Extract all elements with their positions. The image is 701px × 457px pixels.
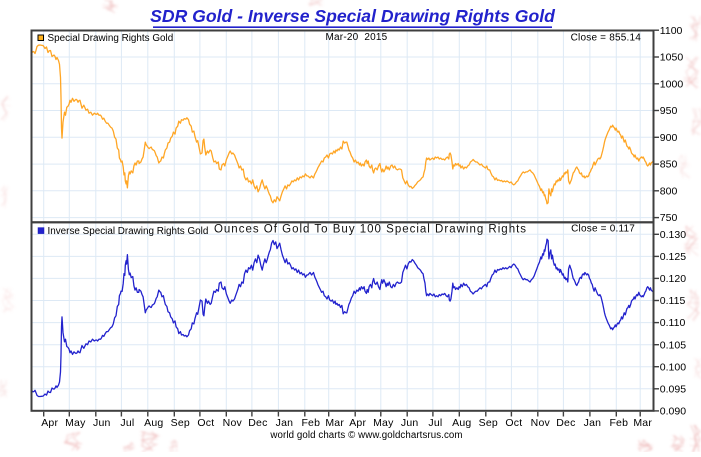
svg-text:Inverse Special Drawing Rights: Inverse Special Drawing Rights Gold <box>48 226 209 237</box>
svg-text:May: May <box>65 417 86 429</box>
svg-text:Jul: Jul <box>428 417 442 429</box>
svg-text:world gold charts © www.goldch: world gold charts © www.goldchartsrus.co… <box>269 430 462 441</box>
svg-text:0.090: 0.090 <box>660 406 686 418</box>
svg-text:1050: 1050 <box>660 52 684 64</box>
svg-text:950: 950 <box>660 105 678 117</box>
svg-text:Dec: Dec <box>248 417 267 429</box>
svg-text:Jul: Jul <box>120 417 134 429</box>
svg-text:1100: 1100 <box>660 25 683 37</box>
svg-text:Jun: Jun <box>401 417 419 429</box>
svg-text:Mar-20 2015: Mar-20 2015 <box>326 32 388 43</box>
svg-text:0.130: 0.130 <box>660 229 686 241</box>
svg-text:900: 900 <box>660 132 678 144</box>
svg-text:Aug: Aug <box>144 417 163 429</box>
svg-text:May: May <box>373 417 394 429</box>
svg-text:0.115: 0.115 <box>660 295 686 307</box>
svg-text:Jan: Jan <box>276 417 294 429</box>
svg-text:Mar: Mar <box>325 417 344 429</box>
svg-text:0.125: 0.125 <box>660 251 686 263</box>
svg-text:SDR Gold - Inverse Special Dra: SDR Gold - Inverse Special Drawing Right… <box>150 6 556 26</box>
svg-text:Nov: Nov <box>531 417 551 429</box>
svg-text:Feb: Feb <box>301 417 320 429</box>
svg-text:0.110: 0.110 <box>660 317 686 329</box>
svg-text:Sep: Sep <box>479 417 498 429</box>
svg-text:Oct: Oct <box>505 417 522 429</box>
svg-text:800: 800 <box>660 185 678 197</box>
svg-text:Jan: Jan <box>584 417 602 429</box>
svg-text:Apr: Apr <box>349 417 366 429</box>
svg-text:0.095: 0.095 <box>660 383 686 395</box>
svg-text:Jun: Jun <box>93 417 111 429</box>
svg-text:750: 750 <box>660 212 678 224</box>
svg-text:Close = 855.14: Close = 855.14 <box>571 33 642 44</box>
svg-text:Ounces Of Gold To Buy 100 Spec: Ounces Of Gold To Buy 100 Special Drawin… <box>214 224 527 236</box>
svg-text:Oct: Oct <box>197 417 214 429</box>
svg-text:Close = 0.117: Close = 0.117 <box>571 224 635 235</box>
svg-text:Feb: Feb <box>609 417 628 429</box>
svg-text:850: 850 <box>660 159 678 171</box>
svg-text:Nov: Nov <box>223 417 243 429</box>
svg-text:1000: 1000 <box>660 78 684 90</box>
svg-text:Apr: Apr <box>41 417 58 429</box>
svg-text:Dec: Dec <box>556 417 575 429</box>
svg-text:Aug: Aug <box>452 417 471 429</box>
svg-text:0.105: 0.105 <box>660 339 686 351</box>
svg-text:Sep: Sep <box>171 417 190 429</box>
svg-text:Mar: Mar <box>633 417 652 429</box>
svg-text:0.120: 0.120 <box>660 273 686 285</box>
svg-text:0.100: 0.100 <box>660 361 686 373</box>
svg-text:Special Drawing Rights Gold: Special Drawing Rights Gold <box>48 33 174 44</box>
